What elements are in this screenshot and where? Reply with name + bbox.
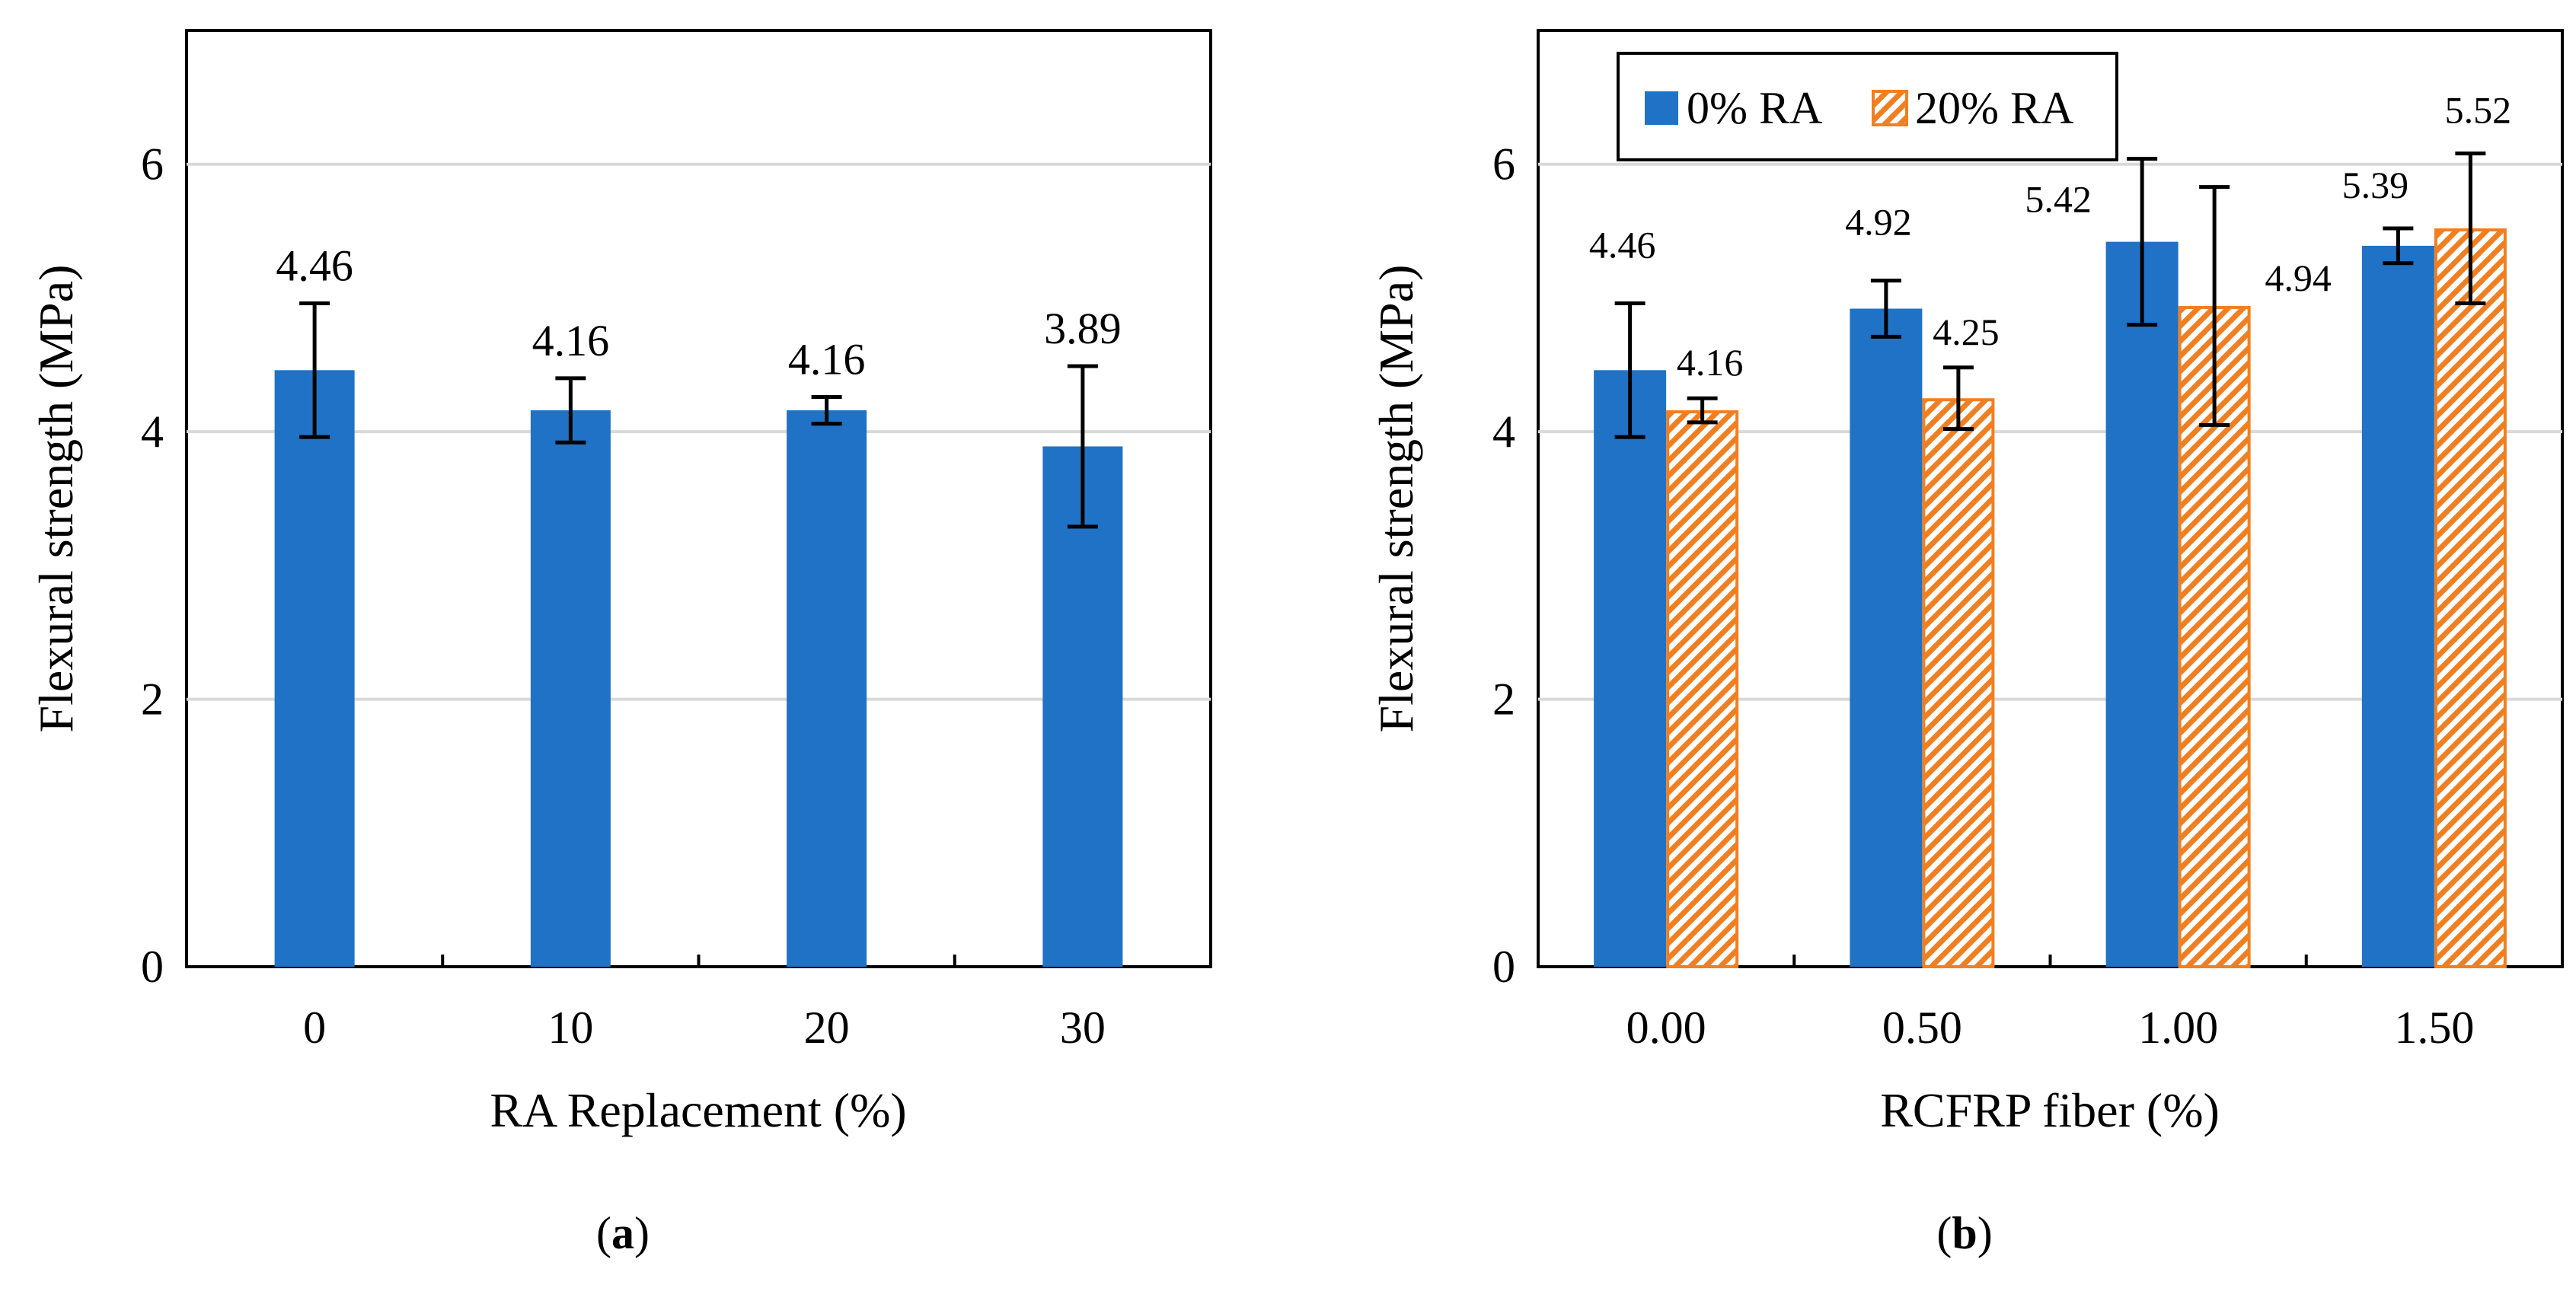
x-tick-label: 20 bbox=[804, 1003, 850, 1053]
bar bbox=[1594, 370, 1667, 967]
y-tick-label: 4 bbox=[1492, 406, 1515, 457]
x-tick-label: 1.50 bbox=[2394, 1003, 2474, 1053]
data-label: 4.94 bbox=[2265, 257, 2332, 299]
legend-label-20pct-ra: 20% RA bbox=[1915, 83, 2073, 133]
bar bbox=[2361, 245, 2434, 967]
data-label: 3.89 bbox=[1044, 304, 1122, 353]
legend-box bbox=[1617, 52, 2118, 161]
data-label: 5.42 bbox=[2025, 178, 2092, 221]
y-tick-label: 2 bbox=[141, 674, 164, 725]
y-tick-label: 6 bbox=[141, 139, 164, 190]
data-label: 4.25 bbox=[1933, 311, 2000, 353]
x-axis-title-a: RA Replacement (%) bbox=[490, 1083, 906, 1137]
data-label: 4.46 bbox=[276, 241, 353, 290]
bar bbox=[1042, 446, 1123, 967]
bar bbox=[1922, 398, 1995, 968]
x-tick-label: 0 bbox=[303, 1003, 326, 1053]
bars-a: 4.46 4.16 4.16 3.89 bbox=[274, 241, 1123, 967]
legend: 0% RA 20% RA bbox=[1617, 52, 2118, 161]
x-tick-label: 30 bbox=[1060, 1003, 1106, 1053]
y-tick-label: 2 bbox=[1492, 674, 1515, 725]
x-axis-title-b: RCFRP fiber (%) bbox=[1880, 1083, 2220, 1137]
bar bbox=[530, 410, 611, 967]
data-label: 4.16 bbox=[788, 334, 866, 384]
bar bbox=[2105, 241, 2179, 967]
x-tick-label: 1.00 bbox=[2138, 1003, 2218, 1053]
axis-ticks-b: 0 2 4 6 0.00 0.50 1.00 1.50 bbox=[1492, 139, 2474, 1053]
bars-b: 4.46 4.92 5.42 5.39 4.16 4.25 4.94 5.52 bbox=[1589, 89, 2512, 968]
panel-caption-b: (b) bbox=[1936, 1208, 1992, 1258]
legend-swatch-0pct-ra bbox=[1645, 91, 1678, 125]
legend-swatch-20pct-ra bbox=[1872, 90, 1908, 126]
bar bbox=[2434, 228, 2507, 968]
bar bbox=[1666, 410, 1739, 968]
data-label: 4.46 bbox=[1589, 223, 1656, 266]
data-label: 4.92 bbox=[1845, 201, 1912, 244]
data-label: 4.16 bbox=[532, 316, 610, 365]
chart-panel-a: 4.46 4.16 4.16 3.89 0 2 4 6 0 10 20 30 Flexural st… bbox=[29, 29, 1212, 1258]
x-tick-label: 10 bbox=[547, 1003, 593, 1053]
data-label: 5.39 bbox=[2342, 164, 2409, 206]
y-tick-label: 6 bbox=[1492, 139, 1515, 190]
y-tick-label: 4 bbox=[141, 406, 164, 457]
data-label: 5.52 bbox=[2445, 89, 2512, 132]
bar bbox=[1850, 308, 1923, 967]
bar bbox=[787, 410, 867, 967]
plot-frame-a bbox=[185, 29, 1212, 968]
panel-caption-a: (a) bbox=[596, 1208, 650, 1258]
y-tick-label: 0 bbox=[1492, 942, 1515, 992]
x-tick-label: 0.00 bbox=[1626, 1003, 1706, 1053]
grid-lines-a bbox=[187, 162, 1211, 701]
y-axis-title-b: Flexural strength (MPa) bbox=[1369, 265, 1423, 733]
bar bbox=[274, 370, 355, 967]
data-label: 4.16 bbox=[1677, 341, 1744, 384]
y-axis-title-a: Flexural strength (MPa) bbox=[29, 265, 83, 733]
x-tick-label: 0.50 bbox=[1882, 1003, 1962, 1053]
axis-ticks-a: 0 2 4 6 0 10 20 30 bbox=[141, 139, 1106, 1053]
legend-label-0pct-ra: 0% RA bbox=[1687, 83, 1822, 133]
y-tick-label: 0 bbox=[141, 942, 164, 992]
chart-panel-b: 4.46 4.92 5.42 5.39 4.16 4.25 4.94 5.52 0 2 4 6 0.0… bbox=[1369, 29, 2564, 1258]
